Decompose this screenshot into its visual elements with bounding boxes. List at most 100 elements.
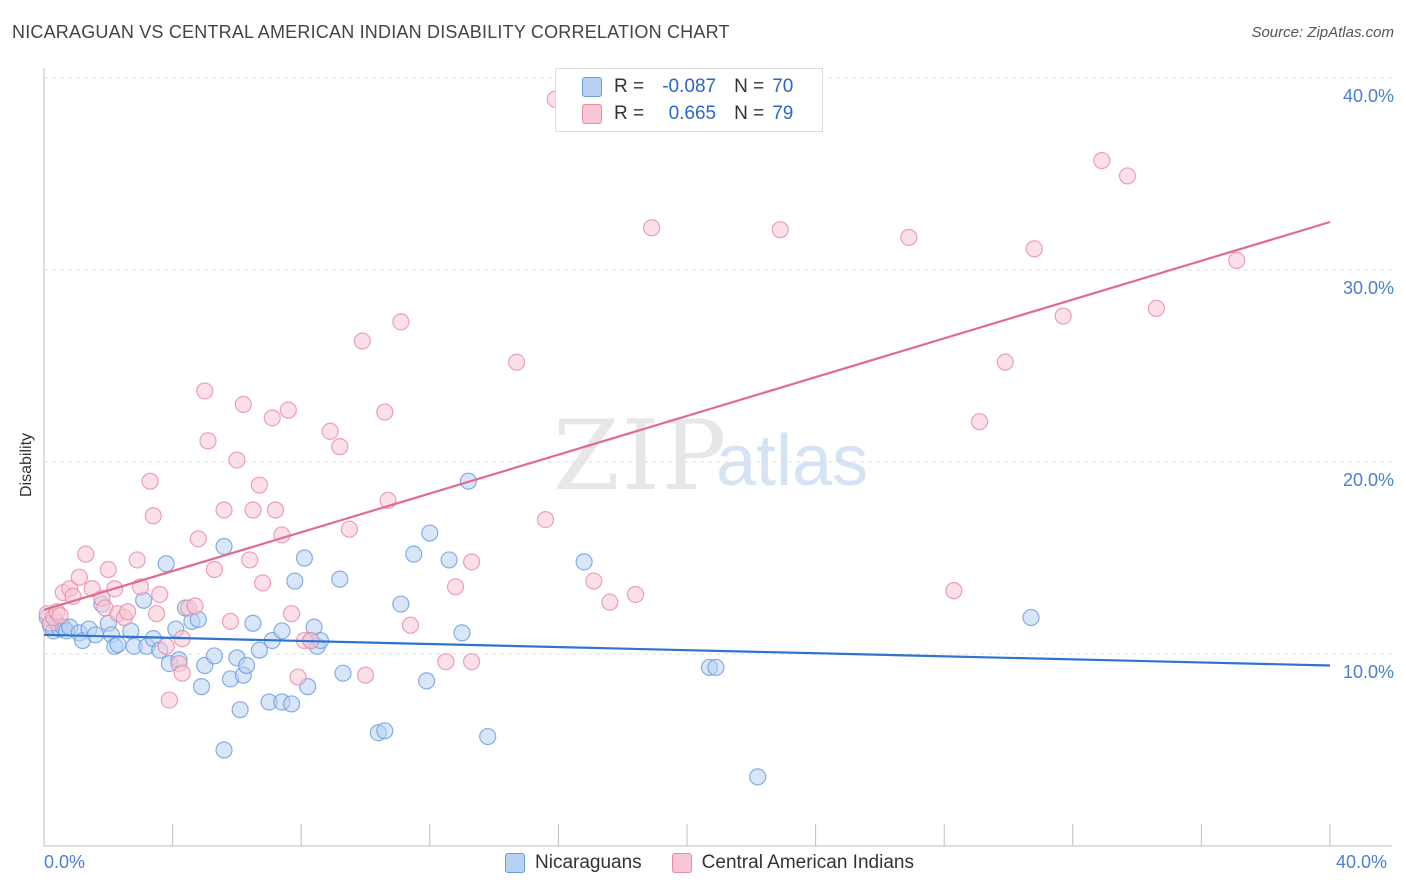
y-tick-label: 30.0% — [1342, 278, 1394, 298]
point-nicaraguans — [244, 614, 262, 632]
point-cai — [128, 551, 146, 569]
point-cai — [144, 507, 162, 525]
point-cai — [446, 578, 465, 596]
legend-swatch-nicaraguans — [582, 77, 602, 97]
legend-swatch-nicaraguans — [505, 853, 525, 873]
legend-label-nicaraguans: Nicaraguans — [535, 852, 642, 873]
point-cai — [186, 597, 204, 615]
point-nicaraguans — [417, 672, 436, 690]
stats-legend: R = -0.087 N = 70 R = 0.665 N = 79 — [555, 68, 823, 132]
point-cai — [970, 413, 989, 431]
trend-line-nicaraguans — [43, 633, 1331, 667]
point-cai — [945, 582, 963, 600]
point-nicaraguans — [215, 537, 233, 556]
point-cai — [353, 332, 371, 350]
point-cai — [585, 572, 603, 590]
point-cai — [173, 664, 191, 682]
point-cai — [279, 401, 297, 419]
series-legend: Nicaraguans Central American Indians — [505, 852, 944, 874]
point-cai — [508, 353, 526, 371]
axes — [43, 68, 1392, 847]
point-cai — [1228, 251, 1246, 269]
trend-line-cai — [43, 220, 1331, 611]
point-cai — [536, 510, 555, 529]
point-cai — [356, 666, 375, 684]
point-cai — [321, 422, 339, 440]
point-cai — [221, 612, 240, 630]
y-tick-label: 20.0% — [1342, 470, 1394, 490]
point-cai — [376, 403, 394, 421]
point-cai — [263, 409, 281, 427]
point-cai — [1025, 240, 1043, 258]
legend-n-label: N = — [734, 76, 765, 97]
point-cai — [189, 530, 207, 548]
watermark-atlas: atlas — [716, 421, 869, 501]
legend-n-value-cai: 79 — [772, 103, 794, 124]
legend-r-value-nicaraguans: -0.087 — [662, 76, 717, 97]
point-cai — [141, 472, 159, 490]
source-label: Source: ZipAtlas.com — [1251, 24, 1394, 41]
point-cai — [392, 313, 410, 331]
trend-lines — [43, 220, 1331, 667]
x-tick-min: 0.0% — [44, 852, 86, 872]
point-nicaraguans — [215, 741, 233, 759]
point-cai — [51, 606, 69, 625]
point-cai — [250, 476, 269, 494]
point-cai — [601, 593, 619, 611]
point-cai — [228, 451, 246, 469]
point-nicaraguans — [421, 524, 439, 542]
point-nicaraguans — [453, 624, 471, 642]
y-tick-label: 10.0% — [1342, 662, 1394, 682]
point-cai — [160, 691, 178, 709]
point-cai — [462, 553, 481, 571]
point-cai — [1118, 167, 1137, 185]
point-nicaraguans — [205, 647, 223, 665]
point-cai — [196, 382, 214, 400]
point-nicaraguans — [405, 545, 423, 563]
point-nicaraguans — [295, 549, 314, 567]
point-cai — [205, 560, 223, 579]
point-nicaraguans — [707, 658, 725, 677]
point-cai — [70, 568, 88, 586]
legend-n-value-nicaraguans: 70 — [772, 76, 794, 97]
point-cai — [99, 560, 117, 579]
point-cai — [118, 603, 137, 621]
point-nicaraguans — [192, 678, 211, 696]
point-cai — [241, 551, 259, 569]
legend-r-label: R = — [614, 103, 645, 124]
point-cai — [234, 395, 252, 413]
point-cai — [147, 605, 166, 623]
point-nicaraguans — [273, 622, 291, 640]
point-cai — [77, 545, 95, 563]
point-cai — [151, 585, 169, 604]
point-nicaraguans — [157, 555, 175, 573]
point-nicaraguans — [575, 553, 593, 571]
watermark-zip: ZIP — [553, 400, 729, 512]
point-nicaraguans — [749, 768, 767, 786]
legend-row-nicaraguans: R = -0.087 N = 70 — [582, 75, 793, 99]
point-cai — [266, 501, 285, 519]
point-nicaraguans — [334, 664, 352, 682]
legend-r-value-cai: 0.665 — [668, 103, 717, 124]
point-nicaraguans — [237, 656, 256, 675]
legend-r-label: R = — [614, 76, 645, 97]
legend-n-label: N = — [734, 103, 765, 124]
point-cai — [254, 574, 272, 592]
point-cai — [771, 221, 789, 239]
y-axis-label: Disability — [18, 432, 35, 497]
point-cai — [1054, 307, 1072, 325]
point-nicaraguans — [479, 727, 497, 746]
point-cai — [996, 353, 1014, 371]
legend-item-nicaraguans[interactable]: Nicaraguans — [505, 852, 642, 874]
point-nicaraguans — [331, 570, 349, 588]
point-cai — [462, 653, 481, 671]
point-cai — [626, 585, 645, 604]
point-cai — [1093, 151, 1111, 170]
legend-item-cai[interactable]: Central American Indians — [671, 852, 914, 874]
point-cai — [289, 668, 307, 686]
point-cai — [401, 616, 420, 634]
legend-swatch-cai — [582, 104, 602, 124]
y-tick-label: 40.0% — [1342, 86, 1394, 106]
legend-label-cai: Central American Indians — [701, 852, 914, 873]
